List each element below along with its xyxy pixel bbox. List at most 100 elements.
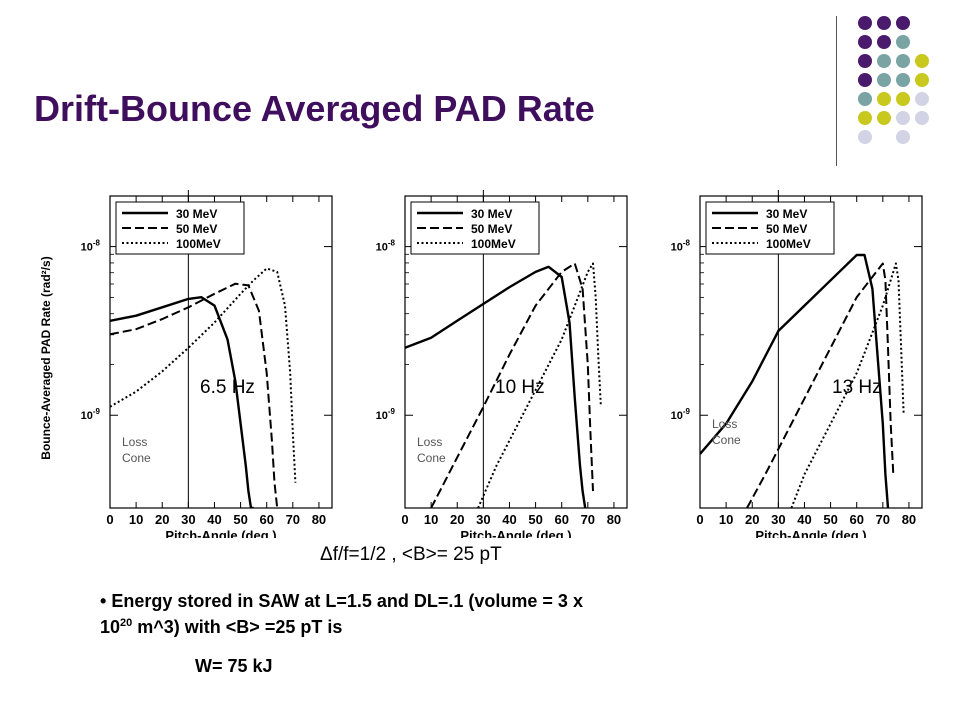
decor-dot [915, 92, 929, 106]
series-line-100mev [110, 267, 297, 483]
decor-dot [896, 73, 910, 87]
bullet-base: 10 [100, 617, 121, 637]
series-line-100mev [477, 262, 602, 508]
x-tick-label: 20 [745, 512, 759, 527]
y-tick-label: 10-9 [376, 407, 396, 422]
decor-dot [896, 54, 910, 68]
decor-dot [915, 111, 929, 125]
energy-bullet: • Energy stored in SAW at L=1.5 and DL=.… [100, 588, 800, 640]
legend-label: 100MeV [176, 237, 221, 251]
plot-frame [109, 195, 333, 509]
legend-label: 30 MeV [471, 207, 512, 221]
decor-dot [858, 16, 872, 30]
y-tick-label: 10-9 [81, 407, 101, 422]
legend-label: 30 MeV [176, 207, 217, 221]
x-tick-label: 10 [424, 512, 438, 527]
title-divider [836, 16, 837, 166]
energy-value: W= 75 kJ [195, 656, 273, 676]
decor-dot [877, 54, 891, 68]
series-line-50-mev [110, 282, 279, 508]
decor-dot [896, 16, 910, 30]
series-line-50-mev [746, 262, 895, 508]
decor-dot [877, 92, 891, 106]
decor-dot [896, 35, 910, 49]
x-tick-label: 80 [312, 512, 326, 527]
x-tick-label: 20 [450, 512, 464, 527]
decor-dot [896, 130, 910, 144]
decorative-dot-grid [840, 10, 960, 160]
loss-cone-label: Cone [712, 433, 741, 447]
legend-label: 100MeV [766, 237, 811, 251]
legend-label: 100MeV [471, 237, 516, 251]
legend-label: 50 MeV [176, 222, 217, 236]
bullet-line-2: m^3) with <B> =25 pT is [132, 617, 343, 637]
series-line-30-mev [405, 265, 587, 508]
loss-cone-label: Loss [122, 435, 147, 449]
x-tick-label: 50 [528, 512, 542, 527]
x-tick-label: 40 [502, 512, 516, 527]
x-tick-label: 10 [719, 512, 733, 527]
loss-cone-label: Loss [417, 435, 442, 449]
x-tick-label: 0 [696, 512, 703, 527]
y-tick-label: 10-8 [81, 239, 101, 254]
legend-label: 50 MeV [471, 222, 512, 236]
x-tick-label: 30 [476, 512, 490, 527]
x-tick-label: 30 [771, 512, 785, 527]
decor-dot [877, 35, 891, 49]
frequency-label: 13 Hz [832, 377, 882, 398]
decor-dot [858, 73, 872, 87]
decor-dot [877, 111, 891, 125]
decor-dot [877, 16, 891, 30]
decor-dot [858, 35, 872, 49]
x-tick-label: 70 [286, 512, 300, 527]
equation-label: Δf/f=1/2 , <B>= 25 pT [320, 544, 502, 565]
bullet-exponent: 20 [120, 617, 133, 629]
decor-dot [858, 111, 872, 125]
y-tick-label: 10-8 [376, 239, 396, 254]
loss-cone-label: Cone [417, 451, 446, 465]
decor-dot [858, 54, 872, 68]
loss-cone-label: Loss [712, 417, 737, 431]
y-axis-label: Bounce-Averaged PAD Rate (rad²/s) [39, 256, 53, 459]
x-tick-label: 40 [207, 512, 221, 527]
decor-dot [858, 130, 872, 144]
plot-frame [404, 195, 628, 509]
decor-dot [877, 73, 891, 87]
bullet-line-1: Energy stored in SAW at L=1.5 and DL=.1 … [111, 591, 583, 611]
x-tick-label: 50 [823, 512, 837, 527]
x-tick-label: 30 [181, 512, 195, 527]
x-axis-label: Pitch-Angle (deg.) [460, 528, 571, 538]
x-tick-label: 50 [233, 512, 247, 527]
bullet-dot: • [100, 591, 112, 611]
series-line-100mev [790, 262, 905, 508]
x-tick-label: 10 [129, 512, 143, 527]
x-tick-label: 60 [259, 512, 273, 527]
frequency-label: 10 Hz [495, 377, 545, 398]
legend-label: 30 MeV [766, 207, 807, 221]
series-line-30-mev [110, 295, 254, 508]
series-line-50-mev [430, 262, 594, 508]
x-tick-label: 70 [581, 512, 595, 527]
x-tick-label: 20 [155, 512, 169, 527]
x-axis-label: Pitch-Angle (deg.) [165, 528, 276, 538]
y-tick-label: 10-8 [671, 239, 691, 254]
decor-dot [915, 54, 929, 68]
legend-label: 50 MeV [766, 222, 807, 236]
x-tick-label: 0 [401, 512, 408, 527]
pad-rate-charts: Bounce-Averaged PAD Rate (rad²/s) 0 10 20 3… [39, 190, 923, 538]
slide-title: Drift-Bounce Averaged PAD Rate [34, 88, 595, 129]
x-tick-label: 80 [902, 512, 916, 527]
x-tick-label: 60 [554, 512, 568, 527]
frequency-label: 6.5 Hz [200, 377, 255, 398]
x-tick-label: 60 [849, 512, 863, 527]
x-tick-label: 40 [797, 512, 811, 527]
decor-dot [896, 92, 910, 106]
decor-dot [896, 111, 910, 125]
loss-cone-label: Cone [122, 451, 151, 465]
x-axis-label: Pitch-Angle (deg.) [755, 528, 866, 538]
x-tick-label: 0 [106, 512, 113, 527]
plot-frame [699, 195, 923, 509]
series-line-30-mev [700, 253, 890, 508]
y-tick-label: 10-9 [671, 407, 691, 422]
x-tick-label: 70 [876, 512, 890, 527]
